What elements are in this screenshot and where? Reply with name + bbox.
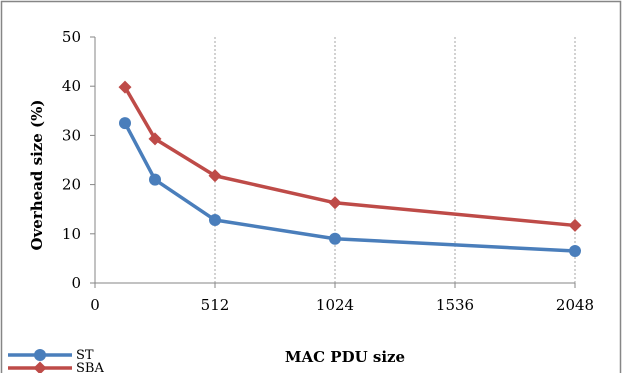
- y-tick-label-10: 10: [62, 225, 81, 243]
- data-series: [118, 80, 582, 258]
- legend-marker-sba: [33, 361, 47, 373]
- x-tick-label-1024: 1024: [316, 296, 354, 314]
- y-axis-title: Overhead size (%): [28, 100, 46, 251]
- y-tick-label-50: 50: [62, 28, 81, 46]
- data-point-sba-2: [208, 169, 222, 183]
- legend-item-sba: SBA: [8, 361, 104, 373]
- y-tick-label-40: 40: [62, 77, 81, 95]
- data-point-sba-1: [148, 132, 162, 146]
- axes: [90, 36, 576, 288]
- legend-item-st: ST: [8, 348, 94, 363]
- data-point-st-3: [329, 232, 341, 245]
- x-tick-label-0: 0: [90, 296, 100, 314]
- x-axis-title: MAC PDU size: [285, 348, 405, 366]
- y-tick-label-0: 0: [71, 274, 81, 292]
- data-point-sba-0: [118, 80, 132, 94]
- y-tick-label-30: 30: [62, 126, 81, 144]
- tick-labels: 0 10 20 30 40 50 0 512 1024 1536 2048: [62, 28, 594, 314]
- series-sba: [118, 80, 582, 232]
- y-tick-label-20: 20: [62, 176, 81, 194]
- data-point-st-0: [119, 117, 131, 130]
- data-point-sba-4: [568, 218, 582, 232]
- data-point-st-1: [149, 173, 161, 186]
- series-st: [119, 117, 581, 258]
- legend-label-sba: SBA: [76, 361, 104, 373]
- x-tick-label-1536: 1536: [436, 296, 474, 314]
- x-tick-label-512: 512: [201, 296, 230, 314]
- legend-label-st: ST: [76, 348, 94, 363]
- legend-marker-st: [34, 349, 46, 361]
- x-tick-label-2048: 2048: [556, 296, 594, 314]
- data-point-st-2: [209, 214, 221, 227]
- data-point-st-4: [569, 245, 581, 258]
- data-point-sba-3: [328, 196, 342, 210]
